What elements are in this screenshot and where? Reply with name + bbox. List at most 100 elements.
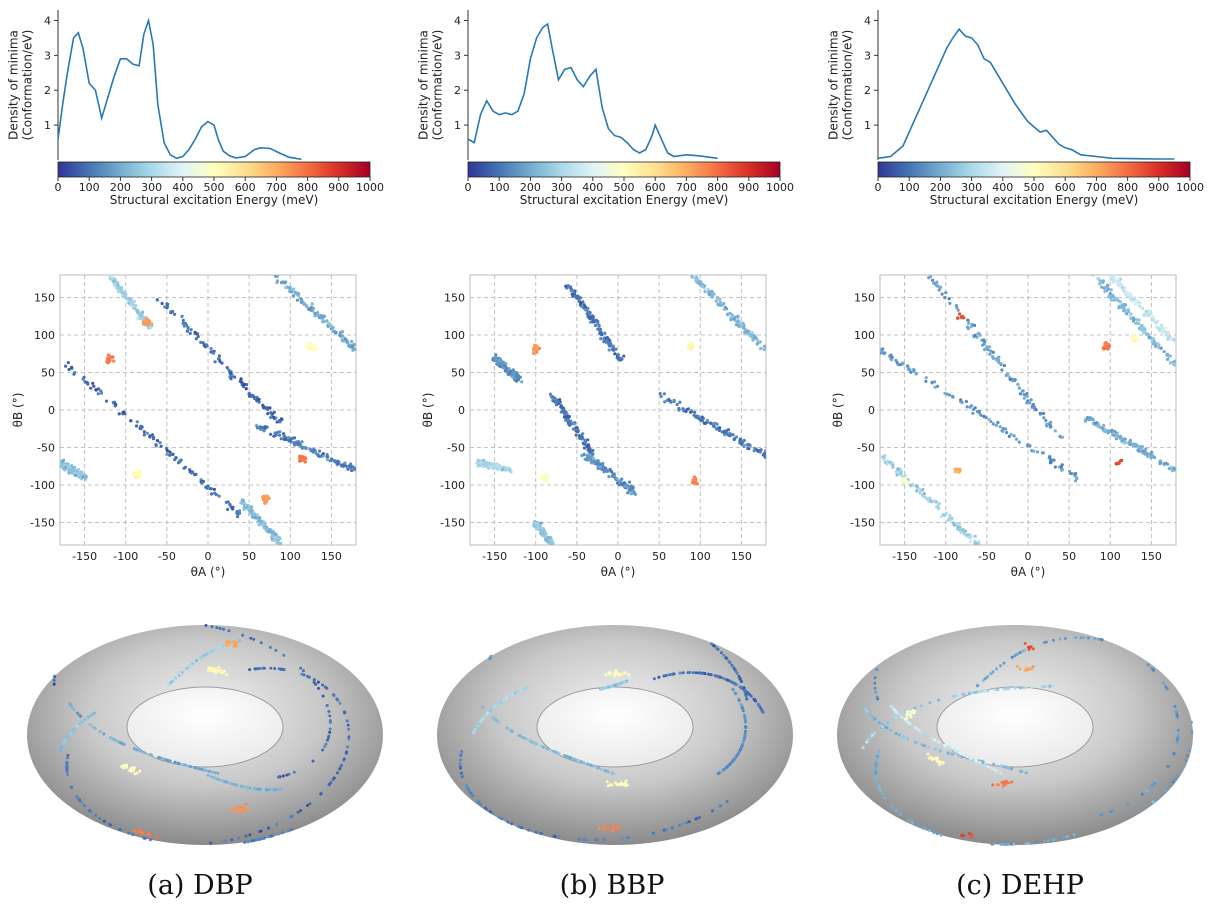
y-tick-label: 150 bbox=[444, 292, 465, 305]
torus-point bbox=[142, 750, 146, 754]
scatter-point bbox=[306, 346, 310, 351]
torus-point bbox=[327, 710, 331, 713]
scatter-point bbox=[714, 421, 718, 426]
torus-point bbox=[89, 810, 93, 814]
scatter-point bbox=[714, 299, 718, 303]
torus-point bbox=[328, 730, 332, 734]
torus-point bbox=[743, 734, 747, 738]
torus-point bbox=[889, 728, 893, 732]
scatter-point bbox=[159, 444, 163, 448]
torus-point bbox=[725, 765, 729, 769]
torus-point bbox=[239, 784, 243, 788]
torus-point bbox=[321, 748, 325, 752]
torus-point bbox=[1009, 842, 1013, 846]
torus-point bbox=[965, 754, 969, 758]
scatter-point bbox=[92, 384, 96, 388]
scatter-point bbox=[546, 476, 550, 480]
torus-point bbox=[180, 762, 184, 766]
scatter-point bbox=[1049, 424, 1053, 428]
scatter-point bbox=[1002, 363, 1007, 368]
torus-point bbox=[325, 704, 329, 707]
torus-point bbox=[65, 770, 69, 774]
scatter-point bbox=[1145, 309, 1149, 313]
scatter-point bbox=[763, 449, 766, 453]
torus-point bbox=[919, 704, 923, 708]
torus-point bbox=[1051, 838, 1055, 842]
scatter-point bbox=[658, 392, 662, 396]
torus-point bbox=[994, 769, 998, 773]
torus-point bbox=[64, 738, 68, 742]
y-tick-label: -50 bbox=[447, 442, 465, 455]
scatter-point bbox=[581, 432, 585, 436]
torus-point bbox=[591, 764, 595, 768]
scatter-point bbox=[565, 415, 569, 419]
scatter-point bbox=[348, 464, 352, 468]
torus-point bbox=[148, 838, 152, 842]
torus-point bbox=[1031, 647, 1035, 651]
torus-point bbox=[246, 840, 250, 844]
torus-point bbox=[1172, 752, 1176, 755]
scatter-point bbox=[318, 316, 322, 320]
torus-point bbox=[725, 800, 729, 803]
torus-point bbox=[906, 721, 910, 724]
scatter-point bbox=[613, 352, 617, 356]
scatter-point bbox=[946, 518, 950, 522]
torus-point bbox=[976, 683, 980, 687]
torus-point bbox=[967, 832, 971, 835]
torus-point bbox=[207, 651, 211, 655]
scatter-point bbox=[1172, 363, 1176, 367]
scatter-point bbox=[247, 392, 251, 396]
scatter-point bbox=[598, 462, 602, 466]
torus-point bbox=[182, 763, 186, 767]
scatter-point bbox=[1098, 282, 1102, 286]
x-tick-label: 1000 bbox=[766, 181, 794, 194]
scatter-point bbox=[299, 444, 303, 448]
x-tick-label: 0 bbox=[615, 550, 622, 563]
scatter-point bbox=[481, 461, 485, 465]
torus-point bbox=[209, 666, 213, 670]
torus-point bbox=[613, 827, 617, 831]
scatter-point bbox=[311, 450, 315, 454]
torus-point bbox=[748, 693, 752, 697]
scatter-point bbox=[78, 475, 82, 480]
scatter-point bbox=[129, 419, 133, 423]
torus-point bbox=[1093, 637, 1097, 640]
scatter-point bbox=[180, 314, 184, 318]
scatter-point bbox=[272, 434, 276, 438]
torus-point bbox=[1086, 636, 1090, 640]
torus-point bbox=[564, 754, 568, 758]
scatter-point bbox=[321, 319, 326, 323]
torus-point bbox=[877, 751, 880, 755]
scatter-point bbox=[99, 391, 103, 395]
scatter-point bbox=[595, 459, 599, 463]
scatter-point bbox=[739, 441, 743, 445]
scatter-point bbox=[973, 406, 977, 410]
scatter-point bbox=[996, 420, 1000, 425]
scatter-point bbox=[967, 321, 971, 325]
scatter-point bbox=[165, 305, 169, 309]
scatter-point bbox=[278, 430, 282, 434]
scatter-point bbox=[266, 407, 270, 411]
torus-point bbox=[904, 736, 908, 740]
scatter-point bbox=[1032, 405, 1037, 409]
torus-point bbox=[753, 698, 757, 702]
scatter-point bbox=[1124, 303, 1128, 307]
x-tick-label: 300 bbox=[141, 181, 162, 194]
torus-point bbox=[935, 832, 939, 836]
scatter-point bbox=[659, 394, 663, 399]
scatter-point bbox=[337, 460, 341, 464]
scatter-point bbox=[1114, 435, 1118, 439]
scatter-point bbox=[1001, 429, 1005, 433]
scatter-point bbox=[488, 462, 492, 466]
torus-point bbox=[582, 837, 586, 841]
torus-point bbox=[1151, 668, 1155, 671]
torus-point bbox=[610, 829, 614, 833]
torus-point bbox=[219, 669, 223, 673]
scatter-point bbox=[896, 467, 900, 471]
scatter-point bbox=[695, 482, 700, 486]
torus-point bbox=[80, 720, 84, 724]
scatter-point bbox=[762, 344, 766, 348]
torus-point bbox=[992, 762, 996, 766]
scatter-point bbox=[262, 526, 266, 530]
torus-point bbox=[937, 698, 941, 702]
